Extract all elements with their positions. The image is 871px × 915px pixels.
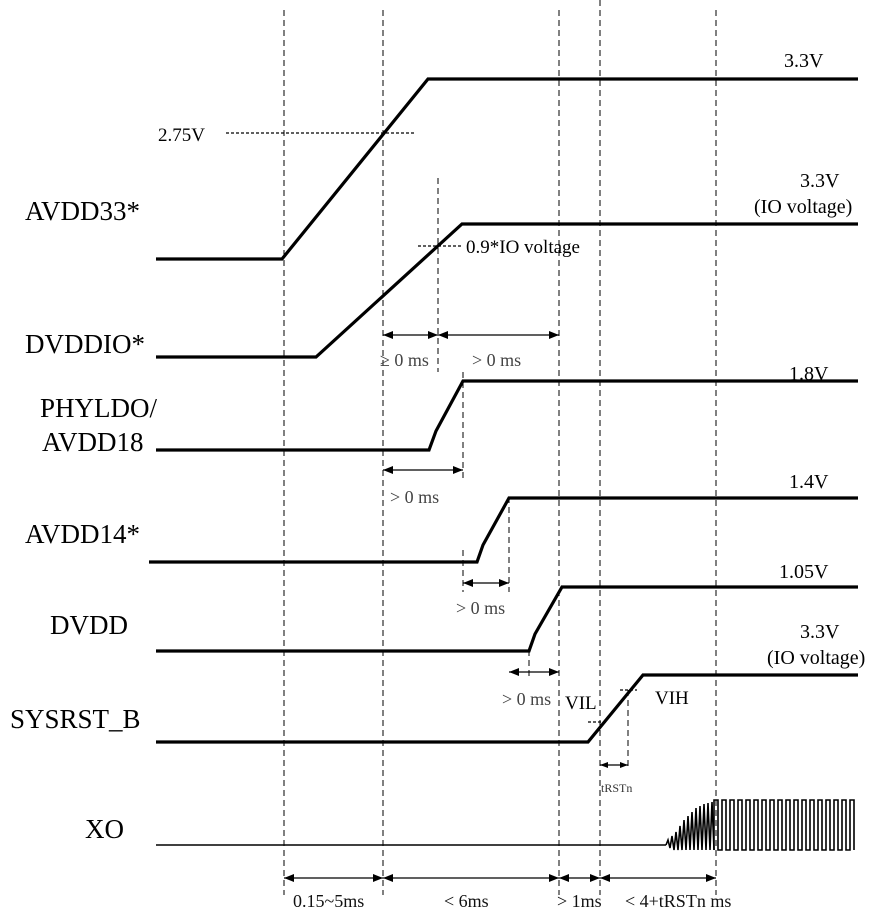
- waveform-xo: [156, 799, 855, 851]
- signal-name-dvddio: DVDDIO*: [25, 329, 145, 359]
- voltage-label-avdd33: 3.3V: [784, 50, 824, 72]
- voltage-label-avdd14: 1.4V: [789, 471, 829, 493]
- timing-label-gt0-a: > 0 ms: [472, 350, 521, 370]
- timing-label-gt0-b: > 0 ms: [390, 487, 439, 507]
- xo-startup-oscillation: [665, 801, 715, 851]
- voltage-label-dvddio: 3.3V: [800, 170, 840, 192]
- interval-label-2: < 6ms: [444, 891, 489, 911]
- timing-arrow-gt0-d: [509, 668, 559, 676]
- voltage-label-dvdd: 1.05V: [779, 561, 829, 583]
- interval-label-1: 0.15~5ms: [293, 891, 364, 911]
- timing-label-ge0: ≥ 0 ms: [380, 350, 429, 370]
- timing-arrow-gt0-c: [463, 579, 509, 587]
- xo-square-clock: [713, 799, 855, 851]
- voltage-label-phyldo: 1.8V: [789, 363, 829, 385]
- threshold-label-0-9-io: 0.9*IO voltage: [466, 237, 580, 258]
- bottom-interval-labels: 0.15~5ms < 6ms > 1ms < 4+tRSTn ms: [293, 891, 731, 911]
- timing-arrow-trstn: [600, 762, 628, 768]
- signal-name-avdd33: AVDD33*: [25, 196, 140, 226]
- waveforms: [149, 77, 858, 851]
- timing-arrow-gt0-b: [383, 466, 463, 474]
- voltage-labels: 3.3V 3.3V (IO voltage) 1.8V 1.4V 1.05V 3…: [754, 50, 865, 669]
- waveform-sysrst: [156, 673, 858, 744]
- interval-label-4: < 4+tRSTn ms: [625, 891, 731, 911]
- threshold-annotations: 2.75V 0.9*IO voltage VIL VIH: [158, 125, 689, 723]
- voltage-note-sysrst: (IO voltage): [767, 647, 865, 669]
- interval-arrow-4: [600, 874, 716, 882]
- voltage-label-sysrst: 3.3V: [800, 621, 840, 643]
- signal-name-avdd18: AVDD18: [42, 427, 144, 457]
- signal-name-sysrst: SYSRST_B: [10, 704, 141, 734]
- label-vih: VIH: [655, 688, 689, 709]
- signal-name-xo: XO: [85, 814, 124, 844]
- timing-arrow-gt0-a: [438, 331, 559, 339]
- waveform-avdd14: [149, 496, 858, 564]
- signal-name-dvdd: DVDD: [50, 610, 128, 640]
- label-vil: VIL: [565, 693, 597, 714]
- bottom-interval-arrows: [284, 874, 716, 882]
- waveform-phyldo-avdd18: [156, 379, 858, 452]
- interval-arrow-3: [559, 874, 600, 882]
- interval-arrow-2: [383, 874, 559, 882]
- threshold-label-2-75v: 2.75V: [158, 125, 205, 146]
- waveform-avdd33: [156, 77, 858, 261]
- timing-label-gt0-d: > 0 ms: [502, 689, 551, 709]
- reference-lines: [283, 0, 717, 895]
- signal-names: AVDD33* DVDDIO* PHYLDO/ AVDD18 AVDD14* D…: [10, 196, 158, 844]
- timing-label-gt0-c: > 0 ms: [456, 598, 505, 618]
- waveform-dvddio: [156, 222, 858, 359]
- timing-arrows: [383, 331, 628, 768]
- signal-name-phyldo: PHYLDO/: [40, 393, 158, 423]
- interval-label-3: > 1ms: [557, 891, 602, 911]
- waveform-dvdd: [156, 585, 858, 653]
- timing-label-trstn: tRSTn: [601, 781, 632, 795]
- signal-name-avdd14: AVDD14*: [25, 519, 140, 549]
- voltage-note-dvddio: (IO voltage): [754, 196, 852, 218]
- interval-arrow-1: [284, 874, 383, 882]
- timing-labels: ≥ 0 ms > 0 ms > 0 ms > 0 ms > 0 ms tRSTn: [380, 350, 632, 795]
- timing-arrow-ge0: [383, 331, 438, 339]
